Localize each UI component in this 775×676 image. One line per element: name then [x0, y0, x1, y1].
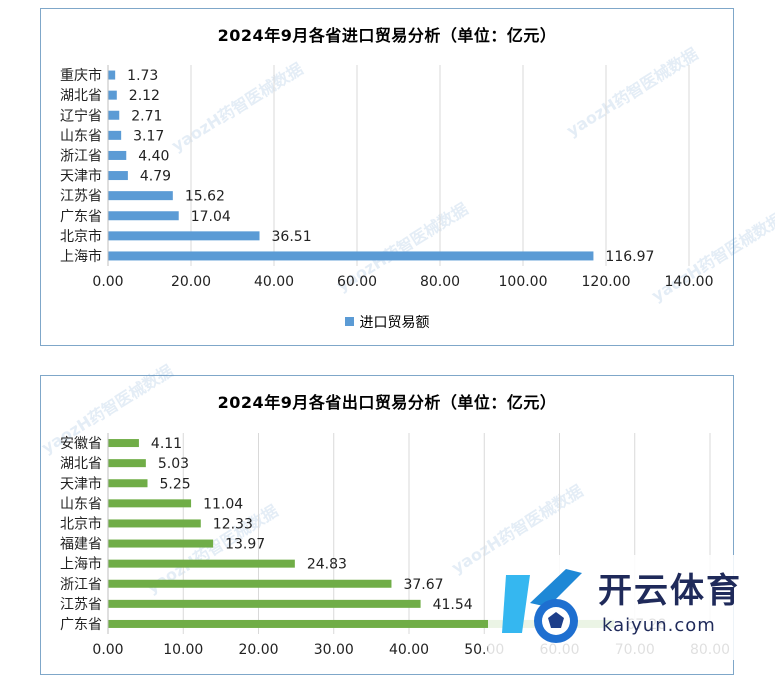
category-label: 湖北省: [60, 88, 102, 104]
bar: [108, 251, 594, 261]
data-label: 116.97: [605, 249, 654, 265]
data-label: 5.25: [160, 476, 191, 492]
category-label: 上海市: [60, 248, 102, 265]
data-label: 15.62: [185, 189, 225, 205]
export-chart-title: 2024年9月各省出口贸易分析（单位：亿元）: [217, 393, 557, 412]
data-label: 24.83: [307, 557, 347, 573]
bar: [108, 211, 179, 221]
data-label: 11.04: [203, 496, 243, 512]
bar: [108, 459, 146, 468]
x-tick-label: 0.00: [92, 642, 123, 658]
x-tick-label: 10.00: [163, 642, 203, 658]
x-tick-label: 40.00: [254, 274, 294, 290]
import-chart-panel: 2024年9月各省进口贸易分析（单位：亿元） yaozH药智医械数据 yaozH…: [40, 8, 775, 346]
category-label: 福建省: [60, 537, 102, 553]
logo-text-en: kaiyun.com: [602, 615, 716, 636]
data-label: 5.03: [158, 456, 189, 472]
import-chart-title: 2024年9月各省进口贸易分析（单位：亿元）: [217, 26, 557, 45]
legend-label: 进口贸易额: [359, 315, 430, 331]
category-label: 广东省: [60, 617, 102, 633]
logo-text-cn: 开云体育: [598, 571, 742, 611]
bar: [108, 539, 214, 548]
data-label: 4.40: [138, 148, 169, 164]
x-tick-label: 0.00: [92, 274, 123, 290]
data-label: 41.54: [433, 597, 473, 613]
bar: [108, 579, 392, 588]
category-label: 江苏省: [60, 189, 102, 205]
x-tick-label: 140.00: [665, 274, 714, 290]
category-label: 北京市: [60, 515, 102, 532]
data-label: 4.79: [140, 169, 171, 185]
bar: [108, 519, 201, 528]
bar: [108, 599, 421, 608]
category-label: 湖北省: [60, 456, 102, 472]
data-label: 2.12: [129, 88, 160, 104]
category-label: 浙江省: [60, 148, 102, 164]
bar: [108, 110, 120, 120]
bar: [108, 499, 192, 508]
import-bar-chart: 0.00 20.00 40.00 60.00 80.00 100.00 120.00 140.…: [60, 65, 714, 290]
x-tick-label: 20.00: [238, 642, 278, 658]
data-label: 17.04: [191, 209, 231, 225]
bar: [108, 439, 139, 448]
data-label: 1.73: [127, 68, 158, 84]
category-label: 重庆市: [60, 67, 102, 84]
category-label: 安徽省: [60, 436, 102, 452]
x-tick-label: 30.00: [314, 642, 354, 658]
category-label: 北京市: [60, 228, 102, 245]
x-tick-label: 120.00: [582, 274, 631, 290]
category-label: 江苏省: [60, 597, 102, 613]
x-tick-label: 20.00: [171, 274, 211, 290]
data-label: 2.71: [131, 108, 162, 124]
category-label: 辽宁省: [60, 107, 102, 124]
ball-logo-icon: [502, 569, 582, 643]
category-label: 天津市: [60, 168, 102, 185]
x-tick-label: 80.00: [420, 274, 460, 290]
x-tick-label: 60.00: [337, 274, 377, 290]
bar: [108, 191, 173, 201]
data-label: 12.33: [213, 516, 253, 532]
data-label: 13.97: [225, 537, 265, 553]
category-label: 浙江省: [60, 577, 102, 593]
legend-swatch-icon: [344, 317, 354, 326]
data-label: 4.11: [151, 436, 182, 452]
bar: [108, 619, 615, 628]
bar: [108, 559, 295, 568]
bar: [108, 90, 117, 100]
data-label: 3.17: [133, 128, 164, 144]
bar: [108, 150, 127, 160]
category-label: 广东省: [60, 209, 102, 225]
category-label: 山东省: [60, 496, 102, 512]
category-label: 天津市: [60, 475, 102, 492]
x-tick-label: 100.00: [499, 274, 548, 290]
site-logo: 开云体育 kaiyun.com: [488, 555, 775, 660]
bar: [108, 70, 116, 80]
data-label: 36.51: [272, 229, 312, 245]
bar: [108, 130, 122, 140]
data-label: 37.67: [403, 577, 443, 593]
import-legend: 进口贸易额: [41, 312, 733, 332]
bar: [108, 231, 260, 241]
category-label: 山东省: [60, 128, 102, 144]
bar: [108, 171, 128, 181]
category-label: 上海市: [60, 556, 102, 573]
x-tick-label: 40.00: [389, 642, 429, 658]
bar: [108, 479, 148, 488]
